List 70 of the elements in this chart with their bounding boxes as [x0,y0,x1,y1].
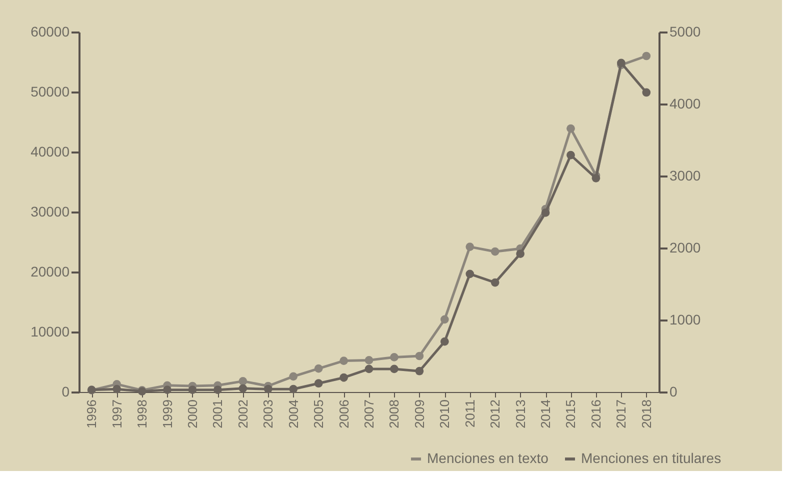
point [390,364,398,374]
y-tick-label: 0 [62,384,70,400]
legend-label: Menciones en texto [427,450,549,466]
x-tick-label: 2011 [462,400,478,428]
x-tick-label: 2007 [362,400,376,428]
x-tick-label: 2009 [412,400,427,428]
point [364,364,374,374]
y2-tick-label: 4000 [670,96,701,112]
x-tick-label: 2000 [184,400,200,428]
x-tick-label: 2003 [260,400,276,428]
point [642,88,651,97]
point [466,270,474,278]
point [490,247,500,256]
x-tick-label: 1997 [109,400,124,428]
point [214,386,222,394]
y-tick-label: 50000 [30,84,70,100]
x-tick-label: 1996 [84,400,100,428]
point [163,386,172,394]
y2-tick-label: 0 [670,384,678,400]
y-tick-label: 40000 [30,144,70,160]
x-tick-label: 2013 [512,400,528,428]
x-tick-label: 2002 [235,400,250,428]
y-tick-label: 10000 [30,324,70,340]
point [340,373,348,382]
y-tick-label: 60000 [30,24,70,40]
y-tick-label: 30000 [30,204,70,220]
point [466,242,474,251]
x-tick-label: 2014 [538,400,554,428]
legend-label: Menciones en titulares [581,450,722,466]
point [592,174,600,182]
point [390,353,398,362]
point [289,372,298,381]
point [238,377,248,386]
y2-tick-label: 3000 [670,168,701,184]
point [415,352,424,360]
x-tick-label: 1999 [160,400,175,428]
point [188,386,197,394]
x-tick-label: 2018 [638,400,654,428]
x-tick-label: 2015 [563,400,578,428]
x-tick-label: 2005 [311,400,326,428]
point [440,315,449,324]
point [642,52,651,60]
point [516,250,524,258]
x-tick-label: 2012 [488,400,503,428]
point [314,379,323,388]
x-tick-label: 2017 [614,400,629,428]
point [440,337,449,346]
point [314,364,323,373]
x-tick-label: 2008 [386,400,402,428]
point [340,356,348,365]
x-tick-label: 2010 [437,400,452,428]
point [364,356,374,364]
point [112,384,122,394]
point [415,366,424,376]
x-tick-label: 2006 [336,400,352,428]
point [289,384,298,394]
point [541,208,550,217]
point [238,384,248,393]
y2-tick-label: 5000 [670,24,701,40]
x-tick-label: 2001 [210,400,226,428]
y2-tick-label: 1000 [670,312,701,328]
point [566,124,575,133]
y2-tick-label: 2000 [670,240,701,256]
y-tick-label: 20000 [30,264,70,280]
x-tick-label: 2004 [286,400,301,428]
point [264,384,272,394]
x-tick-label: 2016 [588,400,604,428]
x-tick-label: 1998 [134,400,150,428]
point [490,278,500,287]
point [566,150,575,160]
